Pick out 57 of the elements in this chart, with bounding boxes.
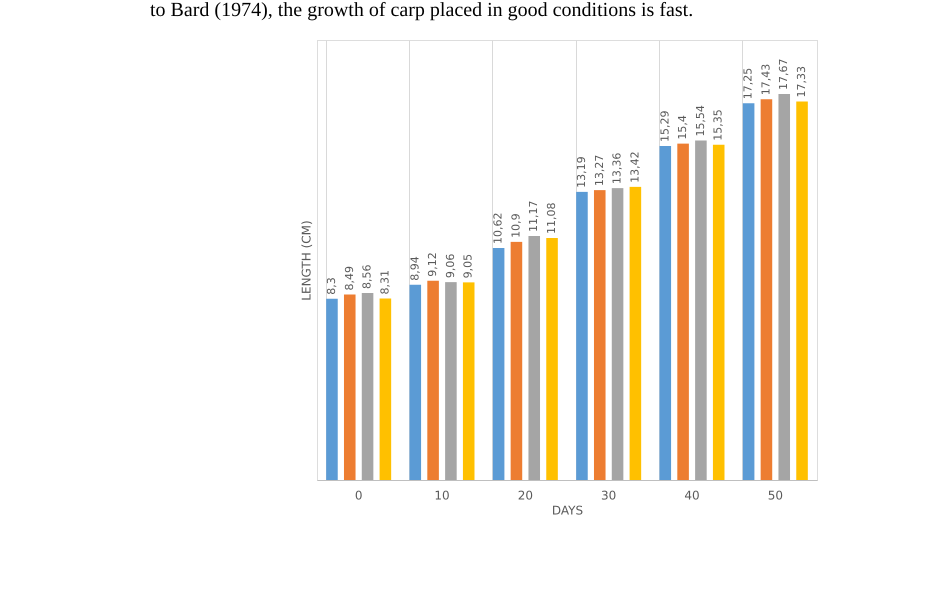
data-label: 8,49 [342,266,356,291]
bar [344,294,356,480]
bar [546,238,558,480]
data-label: 17,43 [759,64,772,96]
bar [576,192,588,480]
bar [594,190,606,480]
data-label: 11,08 [545,202,558,234]
data-label: 17,67 [777,58,790,90]
bar [796,101,808,480]
x-tick-label: 0 [354,488,362,502]
bar [695,140,707,480]
bar [778,94,790,480]
data-label: 10,9 [509,213,522,238]
data-label: 8,3 [324,277,338,295]
bar [712,144,724,480]
bar [362,293,374,480]
data-label: 8,31 [378,270,392,294]
data-label: 11,17 [527,200,540,232]
data-label: 15,54 [694,105,707,137]
bar [510,242,522,480]
x-tick-label: 10 [434,488,450,502]
x-tick-label: 20 [518,488,533,502]
bar [410,284,422,480]
data-label: 8,56 [360,264,374,290]
data-label: 13,42 [628,151,642,183]
bar [427,280,439,480]
data-label: 13,36 [610,152,624,184]
data-label: 17,33 [795,66,808,98]
bar [492,248,504,480]
bar [677,144,689,480]
data-label: 15,29 [658,110,672,142]
bar [445,282,457,480]
data-label: 9,05 [462,254,475,278]
x-axis-title: DAYS [552,504,584,518]
x-tick-label: 50 [768,488,783,502]
data-label: 17,25 [742,68,755,100]
x-tick-label: 40 [684,488,700,502]
bar [528,236,540,480]
y-axis-title: LENGTH (CM) [300,220,314,301]
bar [660,146,672,480]
data-label: 13,27 [592,154,606,186]
data-label: 15,4 [676,115,690,140]
bar [760,99,772,480]
data-label: 9,12 [426,252,440,277]
data-label: 8,94 [408,256,422,281]
x-tick-label: 30 [601,488,616,502]
data-label: 15,35 [712,109,725,141]
bar [326,298,338,480]
data-label: 10,62 [492,212,505,244]
bar [612,188,624,480]
bar [630,186,642,480]
bar [742,103,754,480]
text: to Bard (1974), the growth of carp placed in good conditions is fast. [150,0,694,21]
data-label: 13,19 [574,156,588,188]
bar [462,282,474,480]
data-label: 9,06 [444,254,457,278]
bar [380,298,392,480]
